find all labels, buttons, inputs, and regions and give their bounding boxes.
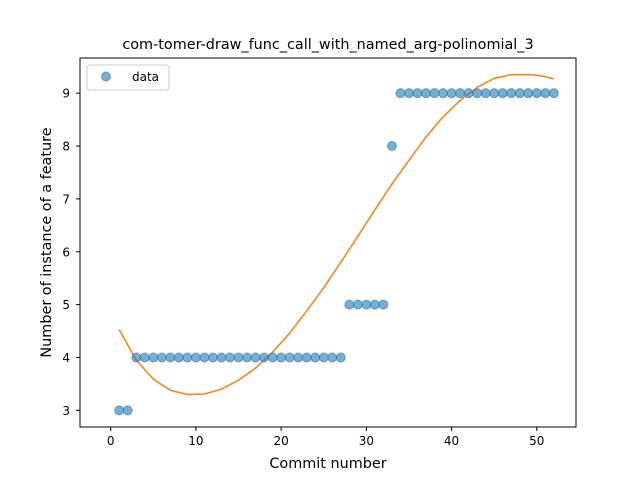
x-tick-label: 50 bbox=[529, 434, 544, 448]
data-point bbox=[361, 299, 372, 310]
data-point bbox=[421, 88, 432, 99]
data-point bbox=[165, 352, 176, 363]
data-point bbox=[139, 352, 150, 363]
x-axis-ticks: 0 10 20 30 40 50 bbox=[107, 427, 544, 448]
data-point bbox=[506, 88, 517, 99]
data-point bbox=[403, 88, 414, 99]
data-point bbox=[531, 88, 542, 99]
data-point bbox=[301, 352, 312, 363]
x-axis-label: Commit number bbox=[269, 456, 386, 472]
y-tick-label: 7 bbox=[62, 192, 70, 206]
data-point bbox=[267, 352, 278, 363]
x-tick-label: 30 bbox=[359, 434, 374, 448]
data-point bbox=[489, 88, 500, 99]
fit-line-layer bbox=[118, 73, 555, 396]
data-point bbox=[207, 352, 218, 363]
data-point bbox=[131, 352, 142, 363]
data-points-layer bbox=[114, 88, 559, 416]
data-point bbox=[216, 352, 227, 363]
y-axis-ticks: 3 4 5 6 7 8 9 bbox=[62, 87, 80, 418]
data-point bbox=[148, 352, 159, 363]
data-point bbox=[378, 299, 389, 310]
legend-label: data bbox=[132, 70, 159, 84]
y-tick-label: 5 bbox=[62, 298, 70, 312]
data-point bbox=[199, 352, 210, 363]
data-point bbox=[548, 88, 559, 99]
data-point bbox=[114, 405, 125, 416]
data-point bbox=[318, 352, 329, 363]
data-point bbox=[122, 405, 133, 416]
y-tick-label: 3 bbox=[62, 404, 70, 418]
data-point bbox=[327, 352, 338, 363]
plot-frame bbox=[79, 57, 577, 428]
x-tick-label: 40 bbox=[444, 434, 459, 448]
data-point bbox=[190, 352, 201, 363]
data-point bbox=[233, 352, 244, 363]
data-point bbox=[395, 88, 406, 99]
data-point bbox=[540, 88, 551, 99]
data-point bbox=[284, 352, 295, 363]
y-tick-label: 4 bbox=[62, 351, 70, 365]
data-point bbox=[344, 299, 355, 310]
legend-marker bbox=[101, 71, 111, 82]
data-point bbox=[156, 352, 167, 363]
data-point bbox=[446, 88, 457, 99]
legend: data bbox=[86, 64, 170, 91]
data-point bbox=[224, 352, 235, 363]
data-point bbox=[429, 88, 440, 99]
data-point bbox=[463, 88, 474, 99]
data-point bbox=[412, 88, 423, 99]
x-tick-label: 0 bbox=[107, 434, 115, 448]
data-point bbox=[293, 352, 304, 363]
data-point bbox=[259, 352, 270, 363]
data-point bbox=[386, 141, 397, 152]
data-point bbox=[173, 352, 184, 363]
data-point bbox=[250, 352, 261, 363]
x-tick-label: 20 bbox=[273, 434, 288, 448]
data-point bbox=[352, 299, 363, 310]
data-point bbox=[182, 352, 193, 363]
data-point bbox=[310, 352, 321, 363]
y-tick-label: 6 bbox=[62, 245, 70, 259]
data-point bbox=[514, 88, 525, 99]
data-point bbox=[438, 88, 449, 99]
y-axis-label: Number of instance of a feature bbox=[39, 127, 55, 357]
data-point bbox=[276, 352, 287, 363]
data-point bbox=[455, 88, 466, 99]
data-point bbox=[472, 88, 483, 99]
x-tick-label: 10 bbox=[188, 434, 203, 448]
data-point bbox=[242, 352, 253, 363]
data-point bbox=[369, 299, 380, 310]
plot-area bbox=[80, 58, 576, 427]
data-point bbox=[523, 88, 534, 99]
fit-line bbox=[118, 73, 555, 396]
data-point bbox=[335, 352, 346, 363]
y-tick-label: 8 bbox=[62, 140, 70, 154]
chart-title: com-tomer-draw_func_call_with_named_arg-… bbox=[122, 37, 533, 53]
data-point bbox=[497, 88, 508, 99]
legend-box bbox=[86, 64, 170, 91]
data-point bbox=[480, 88, 491, 99]
y-tick-label: 9 bbox=[62, 87, 70, 101]
